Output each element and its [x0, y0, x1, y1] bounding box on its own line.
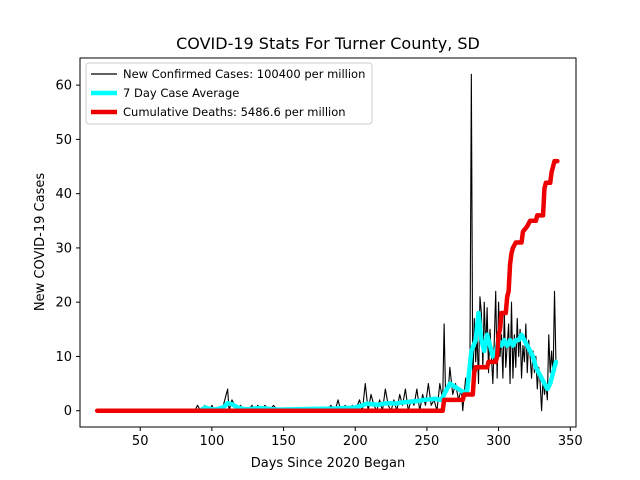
x-tick-label: 350 [558, 434, 583, 449]
legend-label-new-cases: New Confirmed Cases: 100400 per million [123, 67, 365, 81]
legend-label-cumulative-deaths: Cumulative Deaths: 5486.6 per million [123, 105, 346, 119]
legend-label-7day-average: 7 Day Case Average [123, 86, 239, 100]
x-axis: 50 100 150 200 250 300 350 [132, 427, 583, 449]
plot-area [79, 57, 577, 428]
y-tick-label: 20 [55, 296, 72, 311]
x-tick-label: 200 [343, 434, 368, 449]
legend: New Confirmed Cases: 100400 per million … [85, 62, 373, 125]
series-layer [94, 73, 560, 413]
x-tick-label: 300 [486, 434, 511, 449]
y-tick-label: 50 [55, 133, 72, 148]
plot-frame [79, 57, 577, 428]
series-7day-average-line [198, 310, 559, 413]
y-tick-label: 10 [55, 350, 72, 365]
y-tick-label: 60 [55, 79, 72, 94]
series-cumulative-deaths-line [94, 158, 560, 413]
x-tick-label: 250 [414, 434, 439, 449]
chart-title: COVID-19 Stats For Turner County, SD [176, 34, 480, 53]
y-tick-label: 0 [64, 404, 72, 419]
y-axis: 0 10 20 30 40 50 60 [55, 79, 80, 419]
y-tick-label: 30 [55, 241, 72, 256]
x-axis-label: Days Since 2020 Began [251, 456, 406, 471]
y-axis-label: New COVID-19 Cases [33, 173, 48, 311]
legend-box [85, 62, 373, 125]
x-tick-label: 100 [199, 434, 224, 449]
x-tick-label: 50 [132, 434, 149, 449]
x-tick-label: 150 [271, 434, 296, 449]
y-tick-label: 40 [55, 187, 72, 202]
